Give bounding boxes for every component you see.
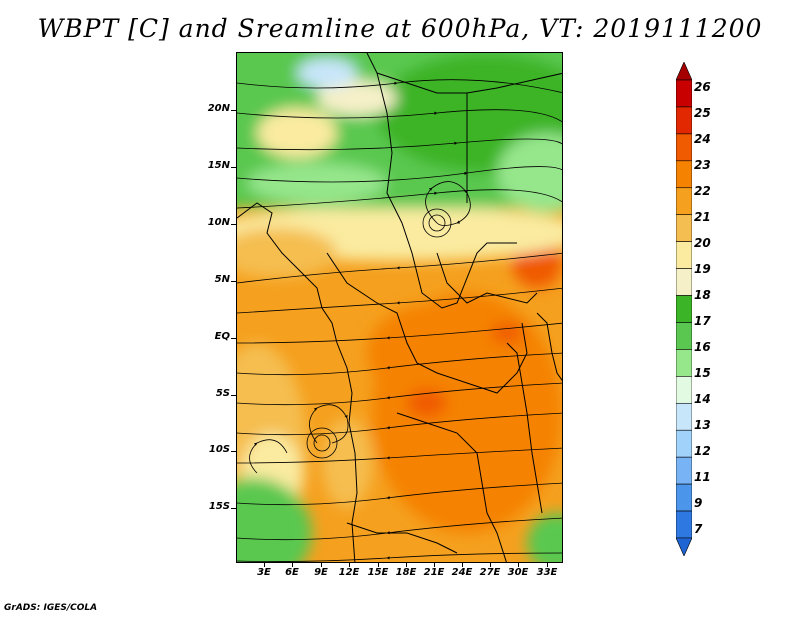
colorbar-segment bbox=[676, 106, 692, 135]
lat-label: 20N bbox=[207, 103, 230, 114]
lat-tick bbox=[231, 110, 236, 111]
lat-label: EQ bbox=[214, 331, 230, 342]
colorbar-segment bbox=[676, 187, 692, 216]
colorbar bbox=[676, 62, 692, 556]
lon-label: 24E bbox=[451, 567, 473, 578]
colorbar-segment bbox=[676, 349, 692, 377]
colorbar-segment bbox=[676, 376, 692, 404]
lon-label: 27E bbox=[479, 567, 501, 578]
lat-label: 15S bbox=[208, 501, 230, 512]
wbpt-field bbox=[237, 53, 562, 562]
colorbar-label: 9 bbox=[694, 496, 703, 510]
lat-tick bbox=[231, 281, 236, 282]
lon-tick bbox=[490, 563, 491, 567]
lon-tick bbox=[292, 563, 293, 567]
colorbar-label: 20 bbox=[694, 236, 711, 250]
colorbar-segment bbox=[676, 510, 692, 539]
colorbar-segment bbox=[676, 133, 692, 162]
colorbar-segment bbox=[676, 483, 692, 512]
colorbar-segment bbox=[676, 241, 692, 269]
lon-label: 15E bbox=[367, 567, 389, 578]
colorbar-label: 26 bbox=[694, 80, 711, 94]
colorbar-segment bbox=[676, 295, 692, 323]
lon-tick bbox=[264, 563, 265, 567]
colorbar-label: 13 bbox=[694, 418, 711, 432]
lon-label: 33E bbox=[536, 567, 558, 578]
lon-tick bbox=[406, 563, 407, 567]
chart-title: WBPT [C] and Sreamline at 600hPa, VT: 20… bbox=[37, 14, 763, 43]
lon-tick bbox=[462, 563, 463, 567]
colorbar-label: 19 bbox=[694, 262, 711, 276]
lat-label: 10N bbox=[207, 217, 230, 228]
lon-label: 30E bbox=[507, 567, 529, 578]
colorbar-segment bbox=[676, 214, 692, 242]
colorbar-label: 14 bbox=[694, 392, 711, 406]
lat-label: 15N bbox=[207, 160, 230, 171]
colorbar-segment bbox=[676, 268, 692, 296]
colorbar-segment bbox=[676, 79, 692, 108]
lon-label: 21E bbox=[423, 567, 445, 578]
footer-credit: GrADS: IGES/COLA bbox=[4, 603, 98, 613]
lon-label: 9E bbox=[314, 567, 328, 578]
colorbar-segment bbox=[676, 62, 692, 81]
lon-tick bbox=[349, 563, 350, 567]
lat-label: 5N bbox=[214, 274, 230, 285]
colorbar-segment bbox=[676, 429, 692, 458]
colorbar-label: 22 bbox=[694, 184, 711, 198]
lon-tick bbox=[378, 563, 379, 567]
lon-tick bbox=[434, 563, 435, 567]
lon-label: 6E bbox=[285, 567, 299, 578]
colorbar-label: 18 bbox=[694, 288, 711, 302]
lon-label: 18E bbox=[395, 567, 417, 578]
lat-tick bbox=[231, 395, 236, 396]
lon-tick bbox=[547, 563, 548, 567]
colorbar-label: 24 bbox=[694, 132, 711, 146]
colorbar-segment bbox=[676, 537, 692, 556]
colorbar-label: 17 bbox=[694, 314, 711, 328]
lat-tick bbox=[231, 224, 236, 225]
lon-tick bbox=[321, 563, 322, 567]
colorbar-label: 23 bbox=[694, 158, 711, 172]
colorbar-label: 15 bbox=[694, 366, 711, 380]
lon-label: 12E bbox=[338, 567, 360, 578]
colorbar-segment bbox=[676, 402, 692, 431]
colorbar-label: 25 bbox=[694, 106, 711, 120]
colorbar-label: 21 bbox=[694, 210, 711, 224]
lat-tick bbox=[231, 451, 236, 452]
lat-label: 10S bbox=[208, 444, 230, 455]
lat-tick bbox=[231, 167, 236, 168]
colorbar-segment bbox=[676, 456, 692, 485]
colorbar-label: 16 bbox=[694, 340, 711, 354]
map-panel bbox=[236, 52, 563, 563]
colorbar-label: 7 bbox=[694, 522, 703, 536]
lon-label: 3E bbox=[257, 567, 271, 578]
colorbar-segment bbox=[676, 160, 692, 189]
lat-tick bbox=[231, 508, 236, 509]
lon-tick bbox=[518, 563, 519, 567]
colorbar-label: 11 bbox=[694, 470, 711, 484]
colorbar-label: 12 bbox=[694, 444, 711, 458]
colorbar-segment bbox=[676, 322, 692, 350]
lat-label: 5S bbox=[215, 388, 230, 399]
lat-tick bbox=[231, 338, 236, 339]
